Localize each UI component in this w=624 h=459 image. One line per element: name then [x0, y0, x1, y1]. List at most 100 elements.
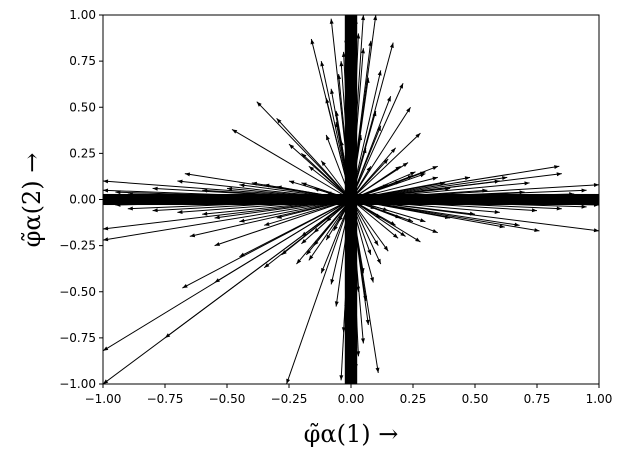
arrow-shaft [350, 199, 372, 256]
arrow-head [227, 186, 233, 191]
y-axis-ticks: −1.00 −0.75 −0.50 −0.25 0.00 0.25 0.50 0.75 1.00 [59, 8, 103, 391]
arrow-head [313, 240, 319, 246]
arrow-shaft [350, 199, 359, 292]
arrow-head [399, 83, 404, 89]
arrow-shaft [350, 132, 421, 200]
arrow-head [514, 222, 520, 227]
arrow-head [301, 153, 307, 159]
arrow-head [313, 187, 320, 192]
arrow-shaft [239, 199, 352, 223]
arrow-shaft [350, 70, 382, 200]
arrow-head [556, 172, 562, 177]
y-tick-label: 0.00 [69, 193, 96, 207]
arrow-head [330, 279, 335, 285]
arrow-shaft [103, 199, 352, 384]
arrow-shaft [308, 199, 352, 261]
arrow-head [329, 18, 334, 24]
arrow-head [410, 171, 416, 176]
arrow-head [103, 379, 109, 384]
arrow-head [325, 98, 330, 104]
arrow-shaft [350, 182, 530, 200]
arrow-head [321, 160, 326, 166]
arrow-head [289, 144, 295, 149]
arrow-head [349, 342, 353, 348]
arrow-head [373, 15, 378, 21]
arrow-head [365, 319, 370, 325]
arrow-shaft [350, 199, 379, 246]
arrow-head [301, 182, 307, 187]
arrow-head [344, 37, 349, 43]
arrow-head [593, 183, 599, 188]
arrow-head [239, 218, 245, 223]
arrow-head [189, 233, 196, 238]
arrow-shaft [350, 83, 404, 200]
arrow-head [361, 15, 366, 21]
arrow-head [321, 267, 325, 274]
arrow-shaft [214, 199, 352, 247]
arrow-head [296, 258, 302, 265]
y-tick-label: 1.00 [69, 8, 96, 22]
x-axis-ticks: −1.00 −0.75 −0.50 −0.25 0.00 0.25 0.50 0.75 1.00 [85, 384, 612, 406]
arrow-head [524, 181, 530, 186]
arrow-head [182, 283, 188, 289]
arrow-head [432, 176, 438, 181]
arrow-shaft [350, 162, 409, 200]
arrow-shaft [350, 199, 354, 274]
arrow-head [593, 228, 599, 233]
arrow-head [115, 202, 121, 207]
arrow-head [338, 216, 343, 222]
x-tick-label: −0.25 [271, 392, 308, 406]
x-tick-label: 0.25 [400, 392, 427, 406]
arrow-head [231, 129, 238, 134]
arrow-head [251, 181, 258, 186]
arrow-shaft [350, 134, 362, 200]
arrow-head [374, 240, 379, 246]
arrow-head [356, 351, 361, 357]
arrow-shaft [350, 199, 562, 210]
arrow-shaft [350, 189, 488, 200]
arrow-head [370, 277, 374, 283]
arrow-head [289, 180, 295, 185]
arrow-head [494, 209, 500, 214]
arrow-head [376, 258, 381, 265]
arrow-head [556, 206, 562, 211]
arrow-head [356, 286, 361, 292]
arrow-head [531, 208, 537, 213]
arrow-head [281, 250, 287, 255]
arrow-head [306, 249, 312, 255]
arrow-shaft [152, 199, 352, 212]
arrow-shaft [239, 184, 352, 200]
arrow-shaft [325, 134, 352, 200]
arrow-shaft [350, 199, 389, 252]
arrow-shaft [231, 128, 352, 200]
arrow-head [313, 227, 319, 233]
arrow-head [339, 61, 344, 67]
arrow-shaft [276, 186, 352, 200]
arrow-shaft [350, 199, 520, 226]
arrow-head [152, 186, 158, 191]
arrow-head [502, 176, 508, 181]
arrow-head [326, 234, 331, 241]
arrow-shaft [276, 117, 352, 200]
arrow-head [339, 375, 344, 381]
arrow-head [375, 367, 380, 373]
arrow-head [358, 134, 363, 141]
arrow-shaft [350, 199, 500, 213]
arrow-head [432, 166, 438, 170]
arrow-head [499, 224, 505, 229]
arrow-shaft [350, 199, 599, 232]
arrow-shaft [264, 199, 352, 226]
arrow-head [439, 181, 446, 186]
x-tick-label: 0.00 [338, 392, 365, 406]
arrow-head [390, 147, 396, 153]
arrow-head [375, 213, 381, 218]
arrow-head [392, 233, 399, 239]
arrow-head [420, 173, 426, 178]
arrow-head [103, 237, 109, 242]
arrow-shaft [350, 195, 463, 200]
arrow-head [367, 249, 372, 255]
arrow-head [276, 118, 282, 124]
arrow-shaft [308, 165, 352, 200]
arrow-shaft [335, 199, 352, 307]
